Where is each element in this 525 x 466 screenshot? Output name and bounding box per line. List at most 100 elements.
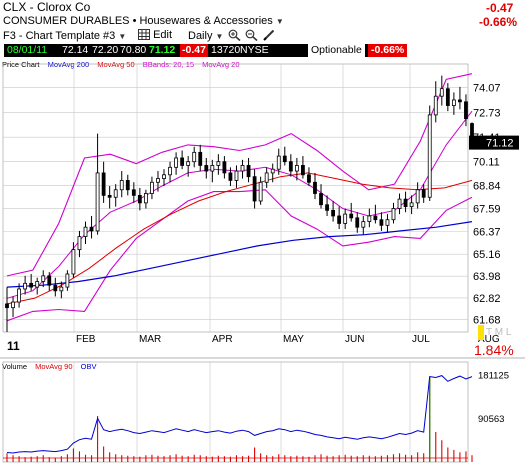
price-legend: Price Chart MovAvg 200 MovAvg 50 BBands:… xyxy=(2,60,246,69)
price-bar-body xyxy=(246,165,251,178)
quote-date: 08/01/11 xyxy=(7,44,48,56)
quote-volume: 13720 xyxy=(211,44,241,56)
volume-tick-label: 90563 xyxy=(478,414,504,425)
price-bar-body xyxy=(234,170,239,181)
symbol-title[interactable]: CLX - Clorox Co xyxy=(3,0,91,14)
price-bar-body xyxy=(464,101,468,120)
obv-line xyxy=(6,375,473,454)
price-bar-body xyxy=(276,155,281,170)
period-dropdown[interactable]: Daily ▼ xyxy=(188,30,223,42)
y-tick-label: 70.11 xyxy=(473,157,500,169)
y-tick-label: 66.37 xyxy=(473,227,501,239)
last-price-text: 71.12 xyxy=(486,138,514,150)
price-bar-body xyxy=(325,204,329,211)
price-bar-body xyxy=(113,189,118,198)
quote-exchange: NYSE xyxy=(240,44,269,56)
price-bar-body xyxy=(107,194,112,198)
price-bar-body xyxy=(403,198,408,208)
pencil-icon xyxy=(263,29,275,41)
chevron-down-icon: ▼ xyxy=(118,32,127,41)
price-bar-body xyxy=(258,181,263,202)
chevron-down-icon: ▼ xyxy=(215,32,224,41)
price-bar-body xyxy=(168,166,172,176)
price-bar-body xyxy=(228,172,233,181)
price-bar-body xyxy=(210,165,215,172)
legend-bbands: BBands: 20, 15 xyxy=(142,60,195,69)
y-tick-label: 67.59 xyxy=(473,204,501,216)
price-bar-body xyxy=(174,157,178,168)
legend-ma20: MovAvg 20 xyxy=(202,60,240,69)
price-bar-body xyxy=(162,174,166,179)
edit-label: Edit xyxy=(153,29,173,41)
price-bar-body xyxy=(439,88,444,97)
price-bar-body xyxy=(391,208,396,221)
price-bar-body xyxy=(23,282,28,290)
edit-button[interactable]: Edit xyxy=(138,29,172,41)
template-dropdown[interactable]: F3 - Chart Template #3 ▼ xyxy=(3,30,126,42)
price-bar-body xyxy=(427,114,432,198)
x-month-label: 11 xyxy=(7,339,20,353)
chart-annotations: 71.12 T M L 1.84% xyxy=(469,135,519,358)
price-bar-body xyxy=(41,275,46,282)
optionable-badge: Optionable xyxy=(308,44,365,57)
zoom-out-icon xyxy=(245,29,258,42)
price-bars xyxy=(5,75,474,332)
period-label: Daily xyxy=(188,30,213,42)
y-tick-label: 74.07 xyxy=(473,82,501,94)
zoom-in-button[interactable] xyxy=(228,29,241,44)
price-bar-body xyxy=(288,161,293,172)
y-tick-label: 65.16 xyxy=(473,249,501,261)
price-bar-body xyxy=(137,194,142,204)
price-bar-body xyxy=(71,249,76,275)
price-bar-body xyxy=(198,151,203,166)
draw-tool-button[interactable] xyxy=(263,29,275,44)
price-bar-body xyxy=(192,151,197,163)
ytd-change-text: 1.84% xyxy=(474,342,514,358)
price-bar-body xyxy=(264,172,269,183)
price-bar-body xyxy=(222,161,227,174)
chart-grid xyxy=(0,63,525,463)
price-bar-body xyxy=(433,95,438,116)
x-month-label: FEB xyxy=(76,334,96,345)
price-bar-body xyxy=(240,165,245,172)
price-bar-body xyxy=(451,99,456,106)
zoom-out-button[interactable] xyxy=(245,29,258,44)
legend-ma200: MovAvg 200 xyxy=(47,60,90,69)
y-tick-label: 68.84 xyxy=(473,180,501,192)
x-month-label: APR xyxy=(212,334,233,345)
price-bar-body xyxy=(373,215,378,221)
moving-averages xyxy=(6,110,473,305)
bband-lower-line xyxy=(6,189,473,322)
price-bar-body xyxy=(282,155,287,163)
x-month-label: JUL xyxy=(412,334,430,345)
price-bar-body xyxy=(11,301,15,309)
price-bar-body xyxy=(385,219,390,226)
price-bar-body xyxy=(29,282,34,288)
change-value: -0.47 xyxy=(486,1,514,15)
bband-upper-line xyxy=(6,73,473,277)
price-bar-body xyxy=(119,180,124,191)
price-bar-body xyxy=(95,172,100,232)
quote-low: 70.80 xyxy=(120,44,147,56)
legend-ma50: MovAvg 50 xyxy=(97,60,135,69)
sector-dropdown[interactable]: CONSUMER DURABLES • Housewares & Accesso… xyxy=(3,15,284,27)
price-bar-body xyxy=(150,181,154,194)
price-bar-body xyxy=(5,303,9,309)
quote-high: 72.20 xyxy=(92,44,119,56)
price-bar-body xyxy=(445,88,450,106)
price-bar-body xyxy=(409,202,414,208)
x-month-label: MAY xyxy=(283,334,304,345)
price-bar-body xyxy=(313,181,317,194)
legend-volume: Volume xyxy=(2,362,28,371)
price-bar-body xyxy=(65,273,70,288)
title-row: CLX - Clorox Co -0.47 xyxy=(0,0,525,15)
legend-chart-label: Price Chart xyxy=(2,60,40,69)
price-bar-body xyxy=(77,236,82,251)
x-month-label: MAR xyxy=(139,334,161,345)
quote-change-pct: -0.66% xyxy=(368,44,408,57)
price-bar-body xyxy=(421,189,426,198)
last-price-tag xyxy=(469,135,519,150)
price-bar-body xyxy=(89,226,94,232)
price-bar-body xyxy=(294,165,299,172)
